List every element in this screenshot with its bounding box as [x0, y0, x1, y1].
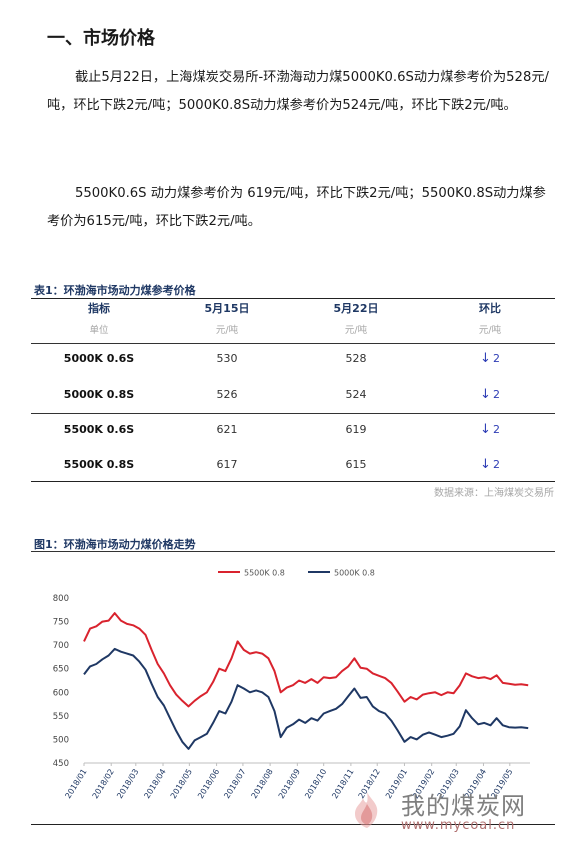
unit-may22: 元/吨: [344, 325, 368, 336]
x-tick-label: 2018/02: [91, 767, 116, 800]
row-may22: 528: [345, 352, 367, 365]
row-may22: 619: [345, 423, 367, 436]
row-change: ↓ 2: [425, 348, 555, 370]
x-tick-label: 2018/04: [142, 767, 167, 800]
change-value: 2: [492, 388, 500, 401]
x-tick-label: 2018/09: [277, 767, 302, 800]
unit-indicator: 单位: [89, 325, 109, 336]
change-value: 2: [492, 423, 500, 436]
figure-bottom-rule: [31, 824, 555, 825]
table-row: 5000K 0.6S 530 528 ↓ 2: [31, 348, 555, 370]
table-bottom-rule: [31, 481, 555, 482]
series-line: [83, 612, 529, 708]
table-row: 5500K 0.6S 621 619 ↓ 2: [31, 419, 555, 441]
x-tick-label: 2018/07: [222, 767, 247, 800]
unit-change: 元/吨: [478, 325, 502, 336]
down-arrow-icon: ↓: [480, 351, 491, 366]
data-source: 数据来源：上海煤炭交易所: [434, 488, 554, 499]
header-may22: 5月22日: [333, 302, 379, 315]
price-trend-chart: 5500K 0.8 5000K 0.8 450 500 550 600 650 700 750…: [53, 569, 530, 800]
y-tick-label: 600: [53, 688, 69, 698]
watermark: 我的煤炭网 www.mycoal.cn: [345, 786, 555, 834]
table-caption: 表1：环渤海市场动力煤参考价格: [34, 284, 196, 297]
row-may15: 530: [216, 352, 238, 365]
flame-logo-icon: [355, 792, 378, 828]
table-top-rule: [31, 298, 555, 299]
figure-caption: 图1：环渤海市场动力煤价格走势: [34, 538, 196, 551]
y-tick-label: 750: [53, 618, 69, 628]
watermark-url: www.mycoal.cn: [401, 818, 516, 833]
paragraph-1: 截止5月22日，上海煤炭交易所-环渤海动力煤5000K0.6S动力煤参考价为52…: [47, 70, 549, 113]
unit-may15: 元/吨: [215, 325, 239, 336]
row-change: ↓ 2: [425, 384, 555, 406]
y-tick-label: 700: [53, 641, 69, 651]
row-change: ↓ 2: [425, 454, 555, 476]
row-may22: 524: [345, 388, 367, 401]
x-tick-label: 2018/01: [63, 767, 88, 800]
down-arrow-icon: ↓: [480, 422, 491, 437]
x-tick-label: 2018/05: [169, 767, 194, 800]
watermark-name: 我的煤炭网: [401, 792, 526, 820]
y-tick-label: 800: [53, 594, 69, 604]
table-mid-rule: [31, 413, 555, 414]
header-may15: 5月15日: [204, 302, 250, 315]
series-line: [83, 647, 529, 750]
change-value: 2: [492, 352, 500, 365]
table-unit-row: 单位 元/吨 元/吨 元/吨: [31, 320, 555, 342]
down-arrow-icon: ↓: [480, 387, 491, 402]
down-arrow-icon: ↓: [480, 457, 491, 472]
x-tick-label: 2018/08: [250, 767, 275, 800]
row-name: 5500K 0.8S: [63, 458, 135, 471]
table-header-row: 指标 5月15日 5月22日 环比: [31, 298, 555, 320]
legend-label: 5500K 0.8: [244, 569, 285, 578]
row-change: ↓ 2: [425, 419, 555, 441]
y-tick-label: 450: [53, 759, 69, 769]
row-may22: 615: [345, 458, 367, 471]
figure-top-rule: [31, 551, 555, 552]
row-may15: 526: [216, 388, 238, 401]
y-tick-label: 650: [53, 665, 69, 675]
table-row: 5000K 0.8S 526 524 ↓ 2: [31, 384, 555, 406]
legend-label: 5000K 0.8: [334, 569, 375, 578]
paragraph-2: 5500K0.6S 动力煤参考价为 619元/吨，环比下跌2元/吨；5500K0…: [47, 186, 546, 229]
row-name: 5500K 0.6S: [63, 423, 135, 436]
table-header-rule: [31, 343, 555, 344]
x-tick-label: 2018/03: [115, 767, 140, 800]
row-name: 5000K 0.6S: [63, 352, 135, 365]
x-tick-label: 2018/10: [303, 767, 328, 800]
y-tick-label: 500: [53, 735, 69, 745]
row-may15: 621: [216, 423, 238, 436]
change-value: 2: [492, 458, 500, 471]
section-title: 一、市场价格: [47, 28, 155, 49]
y-tick-label: 550: [53, 712, 69, 722]
header-indicator: 指标: [88, 302, 110, 315]
row-name: 5000K 0.8S: [63, 388, 135, 401]
table-row: 5500K 0.8S 617 615 ↓ 2: [31, 454, 555, 476]
row-may15: 617: [216, 458, 238, 471]
header-change: 环比: [479, 302, 501, 315]
x-tick-label: 2018/06: [196, 767, 221, 800]
